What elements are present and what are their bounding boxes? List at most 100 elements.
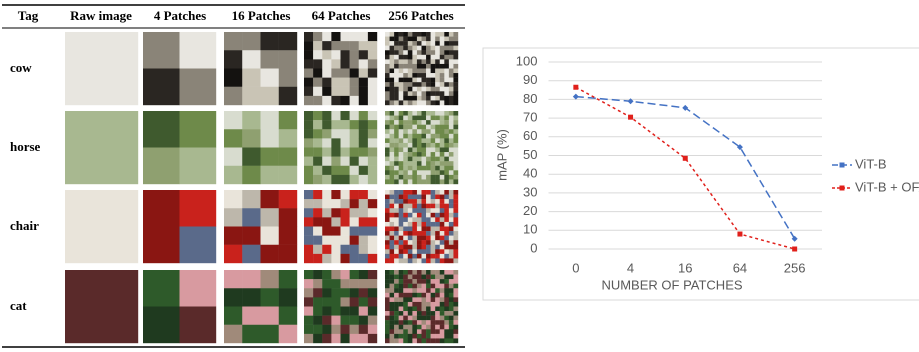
image-patch [430, 306, 436, 312]
image-patch [426, 324, 431, 330]
image-patch [453, 249, 459, 255]
image-patch [403, 288, 409, 294]
image-patch [439, 156, 445, 162]
image-patch [426, 274, 431, 280]
image-patch [407, 54, 413, 60]
image-patch [389, 133, 395, 139]
image-patch [260, 288, 279, 307]
image-patch [444, 63, 450, 69]
image-patch [385, 174, 390, 180]
image-patch [398, 333, 404, 339]
image-patch [403, 124, 409, 130]
image-patch [322, 41, 332, 51]
image-patch [448, 86, 454, 92]
image-patch [394, 156, 399, 162]
image-patch [453, 333, 459, 339]
image-patch [453, 68, 459, 74]
image-patch [448, 226, 454, 232]
image-patch [313, 306, 323, 316]
image-patch [435, 129, 440, 135]
image-patch [340, 59, 350, 69]
image-patch [389, 306, 395, 312]
image-patch [435, 292, 440, 298]
image-patch [349, 86, 359, 97]
image-patch [421, 77, 427, 83]
image-patch [435, 217, 440, 223]
image-patch [453, 301, 459, 307]
row-tag: horse [10, 139, 41, 154]
image-patch [407, 320, 413, 325]
image-patch [430, 174, 436, 180]
image-patch [349, 129, 359, 139]
image-patch [331, 120, 341, 130]
image-patch [358, 120, 369, 130]
legend-label: ViT-B + OFA [855, 179, 919, 194]
image-patch [426, 73, 431, 78]
image-patch [448, 274, 454, 280]
image-patch [435, 333, 440, 339]
marker [792, 246, 798, 252]
image-patch [385, 203, 390, 209]
image-patch [421, 50, 427, 56]
image-patch [403, 324, 409, 330]
image-patch [331, 50, 341, 60]
image-patch [407, 179, 413, 185]
image-patch [435, 288, 440, 294]
image-patch [385, 292, 390, 298]
y-axis-label: mAP (%) [494, 129, 509, 181]
image-patch [430, 45, 436, 51]
image-patch [448, 129, 454, 135]
image-patch [403, 231, 409, 236]
x-tick-label: 256 [784, 260, 806, 275]
image-patch [435, 152, 440, 157]
image-patch [367, 208, 378, 218]
image-patch [421, 231, 427, 236]
image-patch [389, 95, 395, 101]
image-patch [313, 95, 323, 106]
y-tick-label: 30 [523, 184, 537, 199]
image-patch [444, 124, 450, 130]
image-patch [398, 54, 404, 60]
image-patch [403, 161, 409, 166]
image-patch [278, 324, 298, 344]
image-patch [179, 190, 217, 227]
x-tick-label: 0 [572, 260, 579, 275]
image-patch [426, 249, 431, 255]
image-patch [416, 235, 422, 241]
image-patch [322, 235, 332, 245]
image-patch [421, 147, 427, 153]
image-patch [412, 258, 418, 264]
image-patch [389, 320, 395, 325]
image-patch [421, 59, 427, 65]
image-patch [389, 59, 395, 65]
image-patch [453, 165, 459, 171]
image-patch [421, 320, 427, 325]
image-patch [444, 301, 450, 307]
image-patch [304, 217, 314, 227]
image-patch [331, 77, 341, 87]
image-patch [435, 68, 440, 74]
image-patch [398, 235, 404, 241]
image-patch [430, 100, 436, 106]
image-patch [385, 63, 390, 69]
image-patch [426, 338, 431, 344]
image-patch [416, 100, 422, 106]
image-patch [426, 270, 431, 275]
image-patch [394, 170, 399, 176]
image-patch [242, 288, 261, 307]
image-patch [403, 179, 409, 185]
image-patch [389, 329, 395, 335]
image-patch [398, 288, 404, 294]
image-patch [444, 333, 450, 339]
image-patch [453, 161, 459, 166]
image-patch [412, 41, 418, 46]
image-patch [426, 115, 431, 121]
marker [737, 231, 743, 237]
image-patch [403, 235, 409, 241]
image-patch [322, 333, 332, 344]
image-patch [331, 156, 341, 166]
image-patch [416, 194, 422, 200]
image-patch [385, 226, 390, 232]
image-patch [412, 142, 418, 148]
image-patch [407, 274, 413, 280]
